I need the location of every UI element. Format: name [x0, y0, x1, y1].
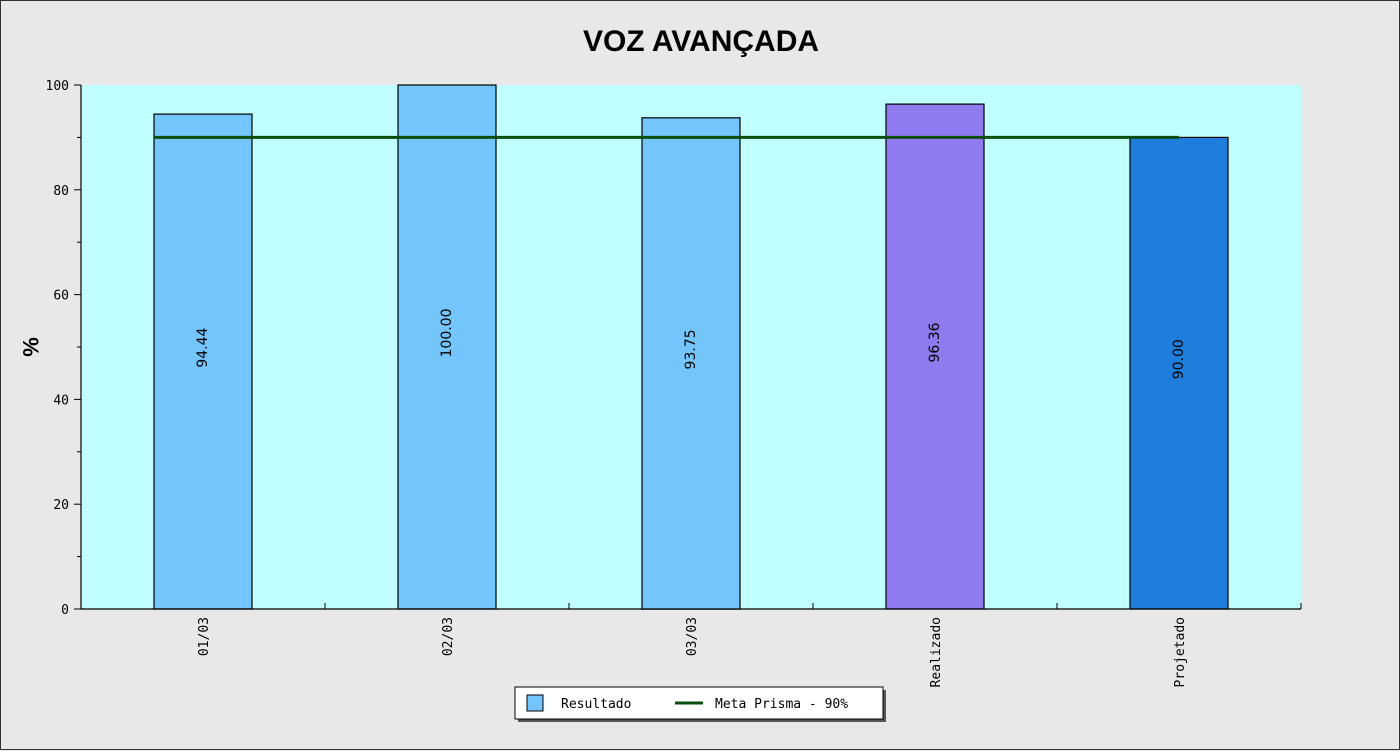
y-tick-label: 0	[61, 603, 69, 618]
y-tick-label: 40	[53, 393, 69, 408]
x-tick-label-1: 02/03	[441, 617, 456, 656]
legend-resultado-swatch	[526, 694, 544, 712]
y-tick-label: 80	[53, 184, 69, 199]
axes-group: 01/03 02/03 03/03 Realizado Projetado 0 20 40 60…	[46, 79, 1302, 687]
legend-meta-label: Meta Prisma - 90%	[715, 697, 848, 712]
chart-title: VOZ AVANÇADA	[583, 25, 819, 58]
bar-value-label-4: 90.00	[1171, 339, 1187, 379]
x-tick-label-3: Realizado	[929, 617, 944, 687]
bar-value-labels: 94.44 100.00 93.75 96.36 90.00	[195, 309, 1187, 380]
bar-value-label-0: 94.44	[195, 327, 211, 367]
bar-0	[153, 113, 253, 610]
bar-3	[885, 103, 985, 610]
y-tick-label: 20	[53, 498, 69, 513]
bar-value-label-3: 96.36	[927, 322, 943, 362]
legend-resultado-label: Resultado	[561, 697, 631, 712]
bars-group	[153, 84, 1229, 610]
y-tick-label: 60	[53, 289, 69, 304]
legend: Resultado Meta Prisma - 90%	[514, 686, 886, 722]
bar-value-label-2: 93.75	[683, 329, 699, 369]
x-tick-label-4: Projetado	[1173, 617, 1188, 687]
x-tick-label-0: 01/03	[197, 617, 212, 656]
bar-value-label-1: 100.00	[439, 309, 455, 358]
bar-1	[397, 84, 497, 610]
x-tick-label-2: 03/03	[685, 617, 700, 656]
y-tick-label: 100	[46, 79, 69, 94]
bar-2	[641, 117, 741, 610]
y-axis-label: %	[19, 337, 44, 357]
